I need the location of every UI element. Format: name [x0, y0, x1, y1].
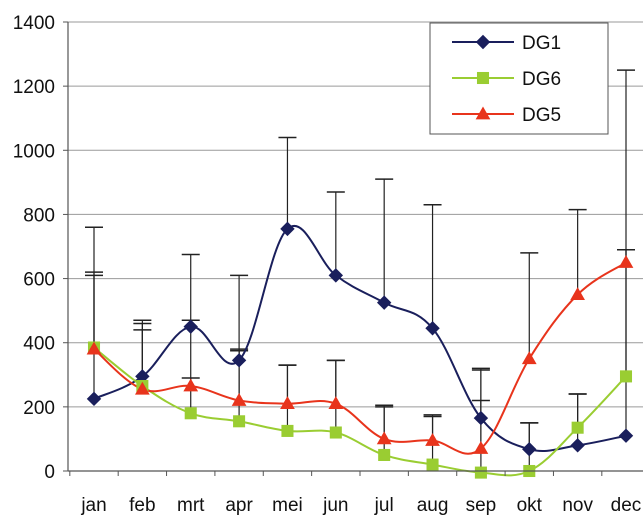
axes [63, 21, 643, 476]
data-point-DG1 [231, 353, 247, 368]
data-point-DG1 [570, 438, 585, 453]
data-point-DG1 [86, 391, 102, 407]
data-point-DG6 [426, 458, 439, 471]
x-tick-label: jun [322, 495, 348, 515]
x-tick-label: dec [611, 495, 642, 515]
y-tick-label: 1000 [13, 141, 55, 162]
data-point-DG6 [571, 421, 584, 434]
legend: DG1 DG6 DG5 [429, 22, 609, 135]
data-point-DG5 [376, 431, 392, 445]
x-tick-label: mei [272, 495, 303, 515]
data-point-DG5 [473, 441, 489, 454]
y-tick-label: 1200 [13, 77, 55, 98]
data-point-DG1 [473, 410, 489, 426]
y-tick-label: 200 [23, 398, 55, 419]
data-point-DG5 [521, 351, 537, 365]
data-point-DG5 [570, 287, 585, 300]
data-point-DG5 [135, 381, 150, 395]
y-tick-label: 800 [23, 205, 55, 226]
data-point-DG5 [231, 392, 247, 406]
data-point-DG6 [233, 415, 246, 428]
x-tick-label: jan [80, 495, 106, 515]
x-tick-label: sep [466, 495, 497, 515]
series-line-DG6 [93, 346, 627, 477]
x-tick-label: apr [225, 495, 253, 515]
series-line-DG1 [93, 225, 627, 452]
legend-marker-DG1 [475, 34, 491, 50]
data-point-DG5 [280, 396, 295, 410]
legend-label: DG5 [522, 105, 561, 126]
data-point-DG1 [376, 295, 392, 310]
legend-label: DG6 [522, 69, 561, 90]
y-tick-labels: 0 200 400 600 800 1000 1200 1400 [13, 13, 55, 483]
data-point-DG1 [328, 268, 344, 283]
x-tick-labels: jan feb mrt apr mei jun jul aug sep okt nov dec [80, 495, 641, 515]
x-tick-label: mrt [177, 495, 205, 515]
y-tick-label: 400 [23, 334, 55, 355]
data-point-DG6 [329, 426, 342, 439]
x-tick-label: jul [374, 495, 394, 515]
gridlines [68, 21, 643, 408]
legend-marker-DG6 [476, 71, 490, 85]
data-point-DG1 [280, 221, 295, 237]
x-tick-label: aug [417, 495, 449, 515]
data-point-DG5 [618, 255, 634, 268]
series-lines [93, 225, 627, 477]
legend-marker-DG5 [475, 106, 491, 120]
data-point-DG1 [425, 321, 440, 336]
data-point-DG1 [618, 428, 634, 443]
y-tick-label: 0 [44, 462, 55, 483]
x-tick-label: nov [562, 495, 593, 515]
series-line-DG5 [93, 261, 627, 455]
series-markers [86, 221, 634, 479]
data-point-DG5 [425, 433, 440, 446]
data-point-DG5 [328, 396, 344, 410]
data-point-DG6 [619, 370, 633, 383]
data-point-DG6 [184, 407, 197, 420]
y-tick-label: 600 [23, 270, 55, 291]
data-point-DG6 [474, 466, 487, 479]
x-tick-label: feb [129, 495, 155, 515]
data-point-DG1 [183, 319, 198, 334]
data-point-DG5 [86, 341, 102, 355]
data-point-DG6 [378, 448, 391, 461]
legend-label: DG1 [522, 33, 561, 54]
data-point-DG5 [183, 378, 199, 392]
data-point-DG1 [522, 441, 537, 457]
x-tick-label: okt [517, 495, 543, 515]
y-tick-label: 1400 [13, 13, 55, 34]
data-point-DG6 [281, 424, 294, 437]
